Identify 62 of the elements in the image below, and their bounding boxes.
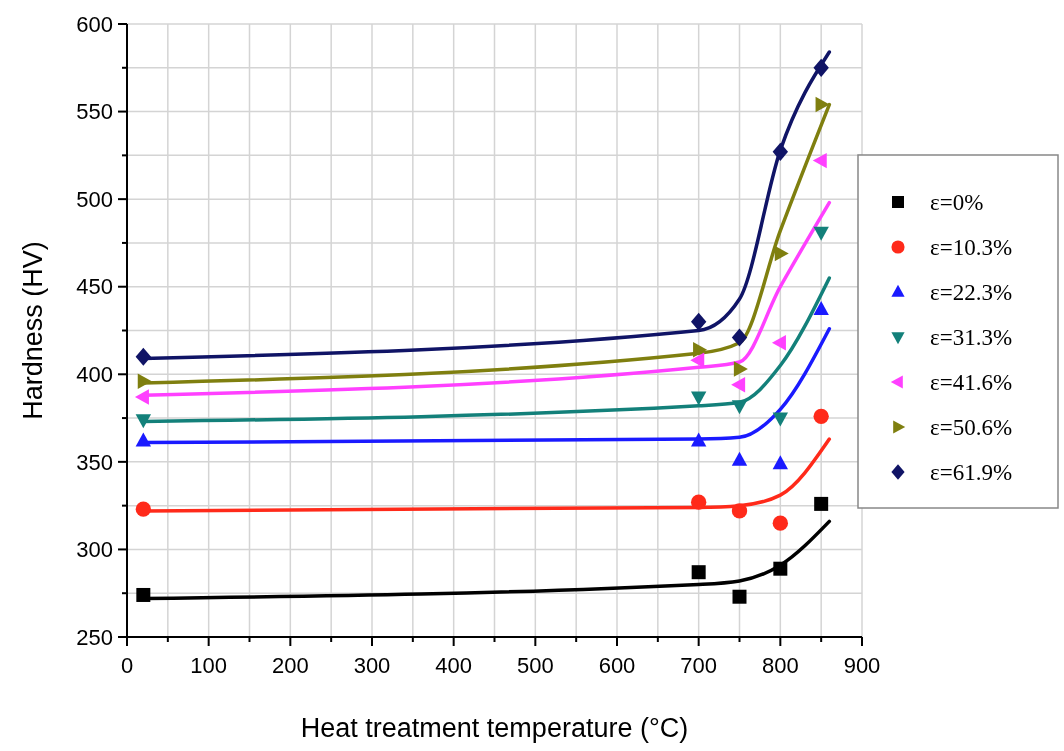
- point: [690, 391, 707, 406]
- x-tick-label: 900: [843, 653, 881, 678]
- point: [690, 352, 705, 368]
- legend-label: ε=0%: [930, 190, 984, 216]
- x-tick-label: 0: [120, 653, 134, 678]
- y-tick-label: 250: [76, 624, 113, 650]
- point: [813, 226, 829, 241]
- point: [691, 565, 706, 580]
- legend-label: ε=22.3%: [930, 280, 1013, 306]
- legend-label: ε=61.9%: [930, 460, 1013, 486]
- point: [815, 96, 830, 113]
- point: [693, 342, 708, 358]
- point: [136, 587, 151, 602]
- legend-label: ε=50.6%: [930, 415, 1013, 441]
- point: [731, 451, 748, 466]
- y-tick-label: 500: [76, 186, 113, 212]
- x-tick-label: 400: [435, 653, 473, 678]
- legend-label: ε=10.3%: [930, 235, 1013, 261]
- x-axis-title: Heat treatment temperature (°C): [300, 713, 689, 743]
- y-tick-label: 450: [76, 274, 113, 300]
- x-tick-label: 300: [353, 653, 391, 678]
- y-tick-label: 550: [76, 99, 113, 125]
- point: [691, 494, 707, 510]
- y-tick-label: 400: [76, 361, 113, 387]
- point: [812, 152, 827, 169]
- point: [135, 347, 152, 366]
- point: [134, 389, 149, 405]
- y-axis-title: Hardness (HV): [18, 241, 48, 420]
- point: [733, 361, 748, 377]
- point: [137, 373, 152, 389]
- point: [731, 503, 748, 519]
- x-tick-label: 500: [516, 653, 554, 678]
- x-tick-label: 200: [271, 653, 309, 678]
- point: [731, 328, 748, 347]
- point: [772, 412, 789, 427]
- y-tick-label: 300: [76, 537, 113, 563]
- point: [772, 142, 789, 161]
- x-tick-label: 700: [680, 653, 718, 678]
- point: [771, 335, 786, 351]
- y-tick-label: 350: [76, 449, 113, 475]
- legend-label: ε=31.3%: [930, 325, 1013, 351]
- point: [813, 408, 829, 424]
- point: [732, 589, 747, 604]
- legend-label: ε=41.6%: [930, 370, 1013, 396]
- y-tick-label: 600: [76, 11, 113, 37]
- point: [813, 301, 829, 316]
- x-tick-label: 800: [761, 653, 799, 678]
- point: [772, 515, 788, 531]
- point: [814, 496, 829, 511]
- point: [135, 414, 152, 429]
- x-tick-label: 600: [598, 653, 636, 678]
- point: [772, 455, 789, 470]
- point: [774, 245, 789, 262]
- point: [731, 377, 746, 393]
- point: [731, 400, 748, 415]
- point: [690, 312, 707, 331]
- x-tick-label: 100: [190, 653, 228, 678]
- point: [690, 432, 707, 447]
- point: [813, 58, 829, 77]
- point: [773, 561, 788, 576]
- point: [135, 501, 151, 517]
- point: [135, 432, 152, 447]
